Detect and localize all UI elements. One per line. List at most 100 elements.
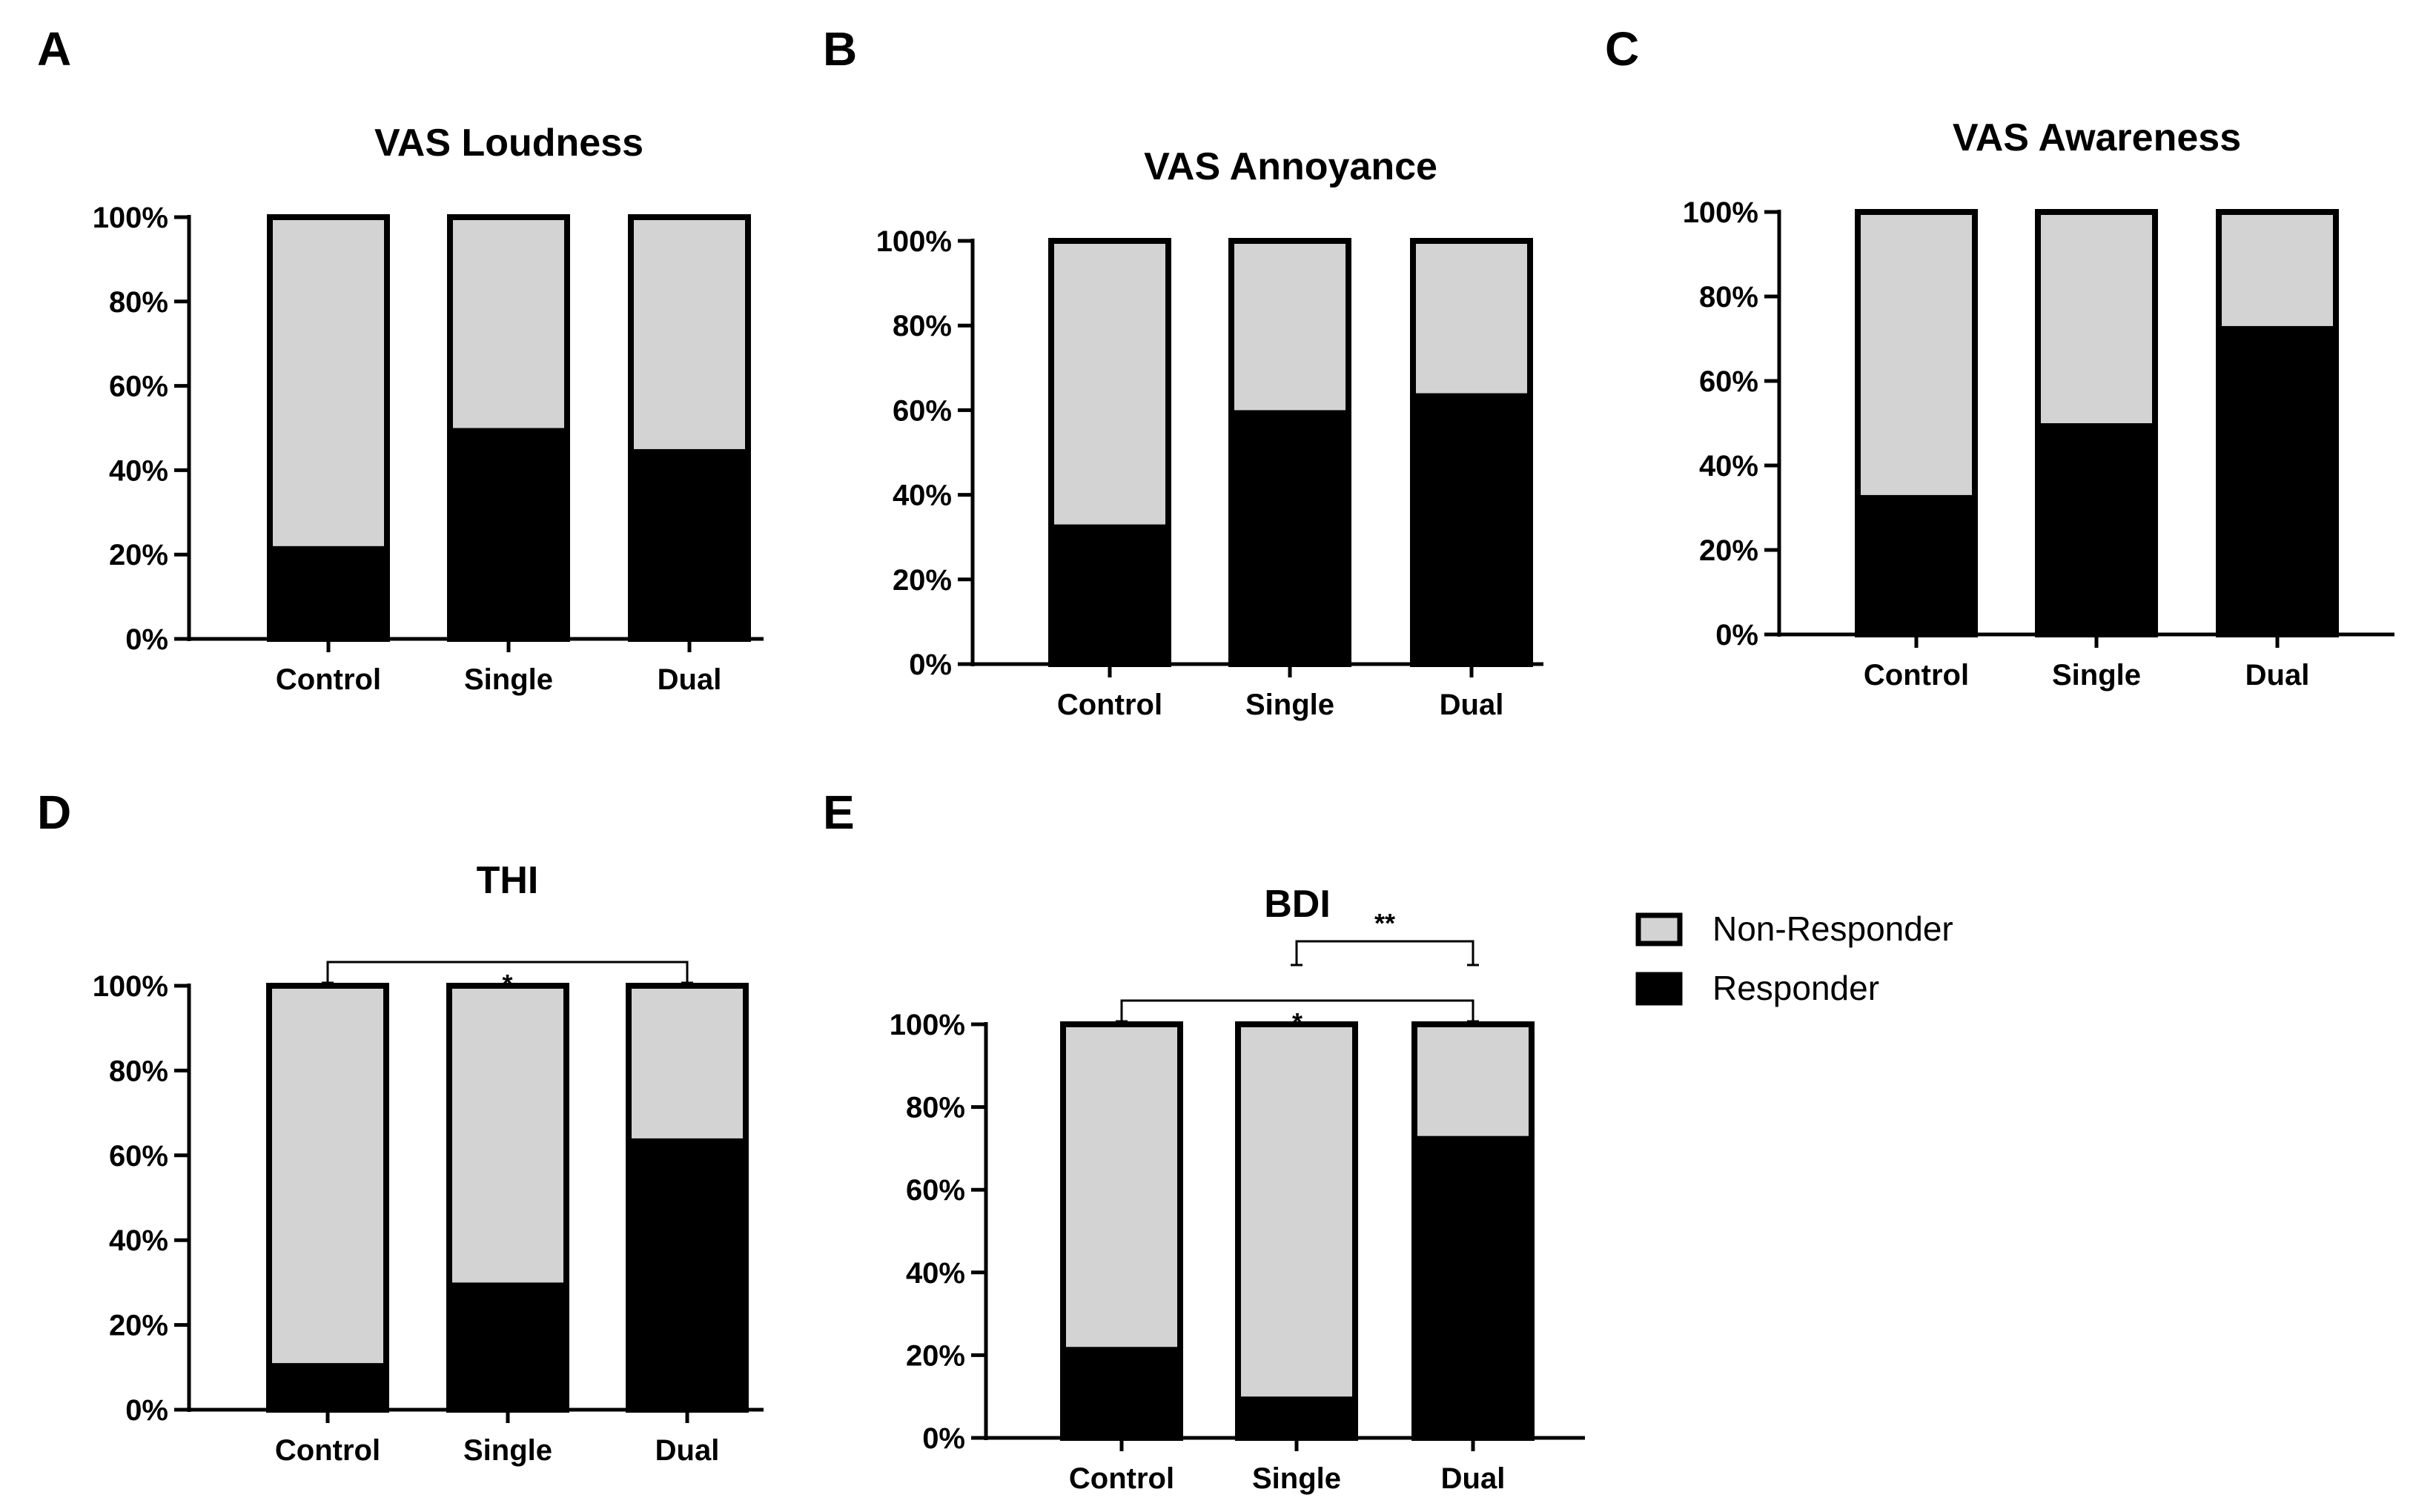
- significance-bracket: **: [1291, 908, 1479, 966]
- y-tick-label: 100%: [890, 1009, 965, 1041]
- y-tick-label: 40%: [109, 454, 168, 487]
- bar-non-responder-dual: [2219, 212, 2336, 326]
- x-tick-label: Control: [276, 663, 381, 696]
- bar-non-responder-dual: [629, 986, 746, 1138]
- y-tick-label: 60%: [893, 394, 952, 427]
- chart-title: BDI: [1264, 883, 1331, 926]
- y-tick-label: 100%: [1683, 196, 1758, 229]
- panel-letter: E: [823, 786, 855, 839]
- legend-swatch-responder: [1635, 972, 1683, 1006]
- y-tick-label: 40%: [1699, 450, 1758, 483]
- chart-panel-e: E BDI 0% 20% 40% 60% 80% 100% Control Single Dual *…: [823, 786, 1585, 1495]
- y-tick-label: 80%: [906, 1092, 965, 1124]
- bar-non-responder-control: [1858, 212, 1975, 495]
- x-tick-label: Control: [275, 1434, 380, 1467]
- bar-non-responder-single: [450, 217, 567, 428]
- x-tick-label: Dual: [658, 663, 722, 696]
- y-tick-label: 60%: [1699, 365, 1758, 398]
- panel-letter: C: [1605, 22, 1639, 76]
- bar-non-responder-single: [1238, 1024, 1355, 1397]
- y-tick-label: 80%: [109, 1055, 168, 1087]
- y-tick-label: 60%: [906, 1174, 965, 1207]
- bar-responder-control: [1858, 494, 1975, 634]
- chart-panel-c: C VAS Awareness 0% 20% 40% 60% 80% 100% Control S…: [1605, 22, 2394, 692]
- bar-responder-single: [1231, 410, 1348, 664]
- x-tick-label: Single: [1245, 689, 1334, 721]
- bar-responder-dual: [629, 1138, 746, 1410]
- bar-responder-dual: [1414, 1135, 1532, 1438]
- y-tick-label: 0%: [125, 623, 168, 656]
- y-tick-label: 20%: [893, 564, 952, 597]
- y-tick-label: 20%: [1699, 534, 1758, 567]
- significance-label: **: [1374, 908, 1395, 938]
- y-tick-label: 20%: [906, 1339, 965, 1372]
- bar-non-responder-control: [270, 217, 387, 546]
- x-tick-label: Dual: [1440, 689, 1504, 721]
- y-tick-label: 40%: [109, 1224, 168, 1257]
- bracket-line: [1120, 999, 1474, 1021]
- y-tick-label: 20%: [109, 1310, 168, 1342]
- bar-non-responder-control: [1051, 241, 1168, 525]
- x-tick-label: Control: [1069, 1462, 1174, 1495]
- chart-panel-d: D THI 0% 20% 40% 60% 80% 100% Control Single Dual *: [37, 786, 764, 1467]
- x-tick-label: Single: [463, 1434, 552, 1467]
- y-tick-label: 0%: [922, 1422, 965, 1455]
- bar-non-responder-dual: [631, 217, 748, 449]
- x-tick-label: Single: [2052, 659, 2141, 692]
- y-tick-label: 80%: [893, 310, 952, 342]
- chart-panels: A VAS Loudness 0% 20% 40% 60% 80% 100% Control Si…: [37, 22, 2394, 1495]
- bar-responder-control: [269, 1363, 386, 1410]
- y-tick-label: 80%: [109, 286, 168, 319]
- bar-non-responder-single: [2038, 212, 2155, 423]
- bar-non-responder-control: [1063, 1024, 1180, 1347]
- significance-bracket: *: [322, 961, 693, 999]
- bracket-line: [1295, 940, 1474, 965]
- y-tick-label: 40%: [893, 480, 952, 512]
- bar-responder-dual: [1413, 393, 1530, 664]
- bar-responder-control: [1051, 524, 1168, 664]
- bar-responder-dual: [631, 448, 748, 639]
- bar-non-responder-dual: [1413, 241, 1530, 394]
- significance-label: *: [502, 969, 512, 999]
- x-tick-label: Control: [1057, 689, 1162, 721]
- legend-label-non-responder: Non-Responder: [1712, 909, 1953, 948]
- panel-letter: D: [37, 786, 71, 839]
- x-tick-label: Single: [1252, 1462, 1341, 1495]
- bar-non-responder-dual: [1414, 1024, 1532, 1136]
- bar-responder-control: [270, 546, 387, 639]
- y-tick-label: 0%: [125, 1394, 168, 1427]
- chart-title: VAS Loudness: [374, 122, 643, 165]
- y-tick-label: 100%: [876, 225, 952, 258]
- y-tick-label: 80%: [1699, 281, 1758, 314]
- bar-responder-single: [1238, 1396, 1355, 1438]
- significance-label: *: [1292, 1007, 1303, 1038]
- x-tick-label: Dual: [1441, 1462, 1506, 1495]
- bar-non-responder-single: [1231, 241, 1348, 411]
- y-tick-label: 100%: [93, 970, 168, 1003]
- bar-responder-single: [450, 428, 567, 639]
- legend-label-responder: Responder: [1712, 969, 1879, 1007]
- y-tick-label: 0%: [909, 649, 952, 681]
- y-tick-label: 100%: [93, 202, 168, 234]
- bar-responder-single: [2038, 423, 2155, 634]
- x-tick-label: Dual: [2245, 659, 2310, 692]
- x-tick-label: Control: [1864, 659, 1969, 692]
- chart-title: VAS Awareness: [1953, 116, 2241, 159]
- chart-panel-a: A VAS Loudness 0% 20% 40% 60% 80% 100% Control Si…: [37, 22, 764, 696]
- bar-responder-control: [1063, 1347, 1180, 1438]
- x-tick-label: Single: [464, 663, 553, 696]
- legend-swatch-non-responder: [1635, 912, 1683, 946]
- y-tick-label: 20%: [109, 539, 168, 571]
- y-tick-label: 40%: [906, 1257, 965, 1290]
- y-tick-label: 0%: [1715, 619, 1758, 651]
- significance-bracket: *: [1116, 999, 1479, 1038]
- bracket-line: [326, 961, 689, 983]
- y-tick-label: 60%: [109, 1140, 168, 1173]
- bar-non-responder-control: [269, 986, 386, 1364]
- bar-responder-single: [449, 1282, 566, 1410]
- chart-title: THI: [477, 859, 539, 902]
- panel-letter: A: [37, 22, 71, 76]
- bar-responder-dual: [2219, 325, 2336, 634]
- chart-panel-b: B VAS Annoyance 0% 20% 40% 60% 80% 100% Control S…: [823, 22, 1543, 721]
